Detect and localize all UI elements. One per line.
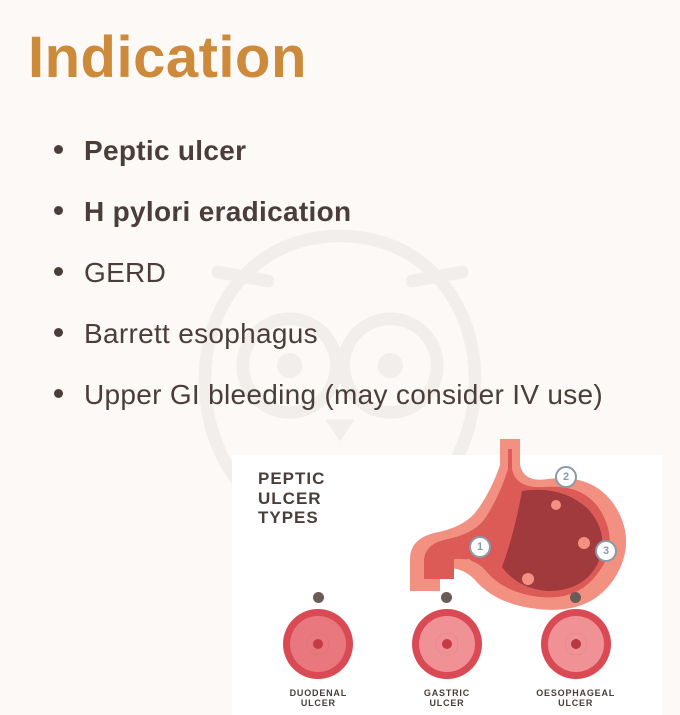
type-badge-icon: [313, 592, 324, 603]
diagram-title: PEPTIC ULCER TYPES: [258, 469, 325, 528]
ulcer-type-label: GASTRICULCER: [424, 689, 470, 709]
indication-item: Upper GI bleeding (may consider IV use): [48, 377, 680, 412]
ulcer-circle: [541, 609, 611, 679]
type-badge-icon: [570, 592, 581, 603]
ulcer-type-gastric: GASTRICULCER: [387, 592, 507, 709]
indication-item: Peptic ulcer: [48, 133, 680, 168]
diagram-title-l2: ULCER: [258, 489, 325, 509]
ulcer-type-label: OESOPHAGEALULCER: [536, 689, 615, 709]
svg-text:2: 2: [563, 471, 569, 483]
indication-list: Peptic ulcer H pylori eradication GERD Barr…: [0, 91, 680, 412]
diagram-title-l3: TYPES: [258, 508, 325, 528]
ulcer-diagram: PEPTIC ULCER TYPES 1 2 3 DUODENALULCER GAST…: [232, 455, 662, 715]
indication-item: Barrett esophagus: [48, 316, 680, 351]
indication-item: H pylori eradication: [48, 194, 680, 229]
svg-text:3: 3: [603, 545, 609, 557]
ulcer-circle: [283, 609, 353, 679]
diagram-title-l1: PEPTIC: [258, 469, 325, 489]
page-title: Indication: [0, 0, 680, 91]
ulcer-type-duodenal: DUODENALULCER: [258, 592, 378, 709]
type-badge-icon: [441, 592, 452, 603]
ulcer-circle: [412, 609, 482, 679]
svg-text:1: 1: [477, 541, 483, 553]
indication-item: GERD: [48, 255, 680, 290]
ulcer-types-row: DUODENALULCER GASTRICULCER OESOPHAGEALULCE…: [232, 592, 662, 709]
ulcer-type-label: DUODENALULCER: [290, 689, 347, 709]
ulcer-type-oesophageal: OESOPHAGEALULCER: [516, 592, 636, 709]
